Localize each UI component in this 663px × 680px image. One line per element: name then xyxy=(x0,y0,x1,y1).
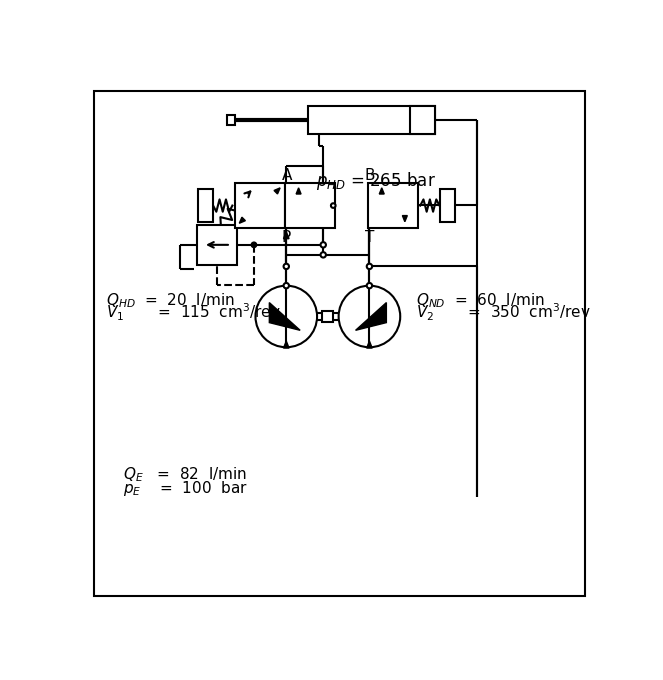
Circle shape xyxy=(284,264,289,269)
Text: $p_{HD}$ = 265 bar: $p_{HD}$ = 265 bar xyxy=(316,169,436,192)
Text: $V_2$       =  350  cm$^3$/rev: $V_2$ = 350 cm$^3$/rev xyxy=(416,301,591,323)
Polygon shape xyxy=(402,216,407,222)
Circle shape xyxy=(320,252,326,258)
Text: $p_E$    =  100  bar: $p_E$ = 100 bar xyxy=(123,479,248,498)
Text: P: P xyxy=(282,230,291,245)
Text: $Q_{ND}$  =  60  l/min: $Q_{ND}$ = 60 l/min xyxy=(416,291,544,309)
Bar xyxy=(440,190,455,222)
Bar xyxy=(284,183,335,228)
Polygon shape xyxy=(284,232,289,239)
Text: T: T xyxy=(365,230,374,245)
Circle shape xyxy=(367,283,372,288)
Circle shape xyxy=(320,242,326,248)
Polygon shape xyxy=(239,217,245,223)
Bar xyxy=(368,183,418,228)
Circle shape xyxy=(284,283,289,288)
Text: B: B xyxy=(365,168,375,183)
Bar xyxy=(410,106,435,134)
Text: A: A xyxy=(282,168,292,183)
Bar xyxy=(227,115,235,126)
Text: $Q_E$   =  82  l/min: $Q_E$ = 82 l/min xyxy=(123,466,247,484)
Bar xyxy=(308,106,435,134)
Bar xyxy=(235,183,284,228)
Circle shape xyxy=(367,264,372,269)
Polygon shape xyxy=(367,341,372,348)
Polygon shape xyxy=(296,188,301,194)
Polygon shape xyxy=(274,188,280,194)
Polygon shape xyxy=(355,303,387,330)
Polygon shape xyxy=(284,341,289,348)
Circle shape xyxy=(331,203,335,208)
Text: $V_1$       =  115  cm$^3$/rev: $V_1$ = 115 cm$^3$/rev xyxy=(106,301,281,323)
Bar xyxy=(197,225,237,265)
Text: $Q_{HD}$  =  20  l/min: $Q_{HD}$ = 20 l/min xyxy=(106,291,235,309)
Polygon shape xyxy=(379,188,385,194)
Circle shape xyxy=(251,242,257,248)
Bar xyxy=(198,190,213,222)
Bar xyxy=(322,311,333,322)
Polygon shape xyxy=(269,303,300,330)
